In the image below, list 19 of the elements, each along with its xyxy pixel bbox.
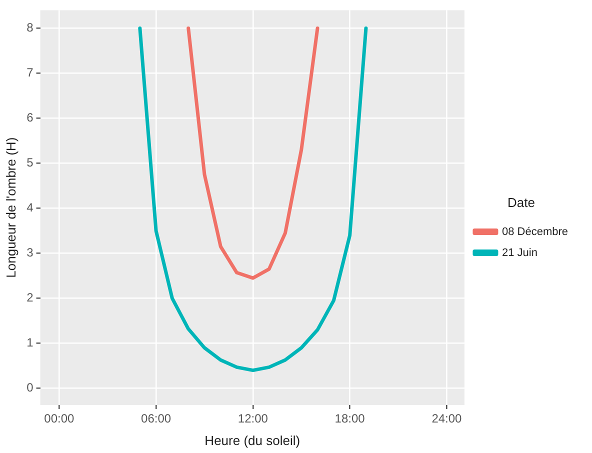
y-tick-label: 5 xyxy=(26,156,34,170)
y-tick-label: 7 xyxy=(26,66,34,80)
y-tick-label: 3 xyxy=(26,246,34,260)
y-tick-label: 0 xyxy=(26,380,34,395)
x-tick-label: 00:00 xyxy=(44,412,75,426)
legend-label: 08 Décembre xyxy=(502,226,568,238)
y-tick-label: 1 xyxy=(26,336,34,350)
legend-title: Date xyxy=(508,194,535,210)
y-axis-title: Longueur de l'ombre (H) xyxy=(3,137,18,278)
x-tick-label: 06:00 xyxy=(141,412,172,426)
y-tick-label: 2 xyxy=(26,290,34,305)
y-tick-label: 6 xyxy=(26,110,34,125)
x-tick-label: 18:00 xyxy=(334,412,366,426)
y-tick-label: 4 xyxy=(26,200,34,215)
legend-label: 21 Juin xyxy=(502,246,538,259)
x-tick-label: 24:00 xyxy=(432,412,462,426)
y-tick-label: 8 xyxy=(26,20,34,35)
x-tick-label: 12:00 xyxy=(238,412,268,426)
x-axis-title: Heure (du soleil) xyxy=(204,432,300,448)
